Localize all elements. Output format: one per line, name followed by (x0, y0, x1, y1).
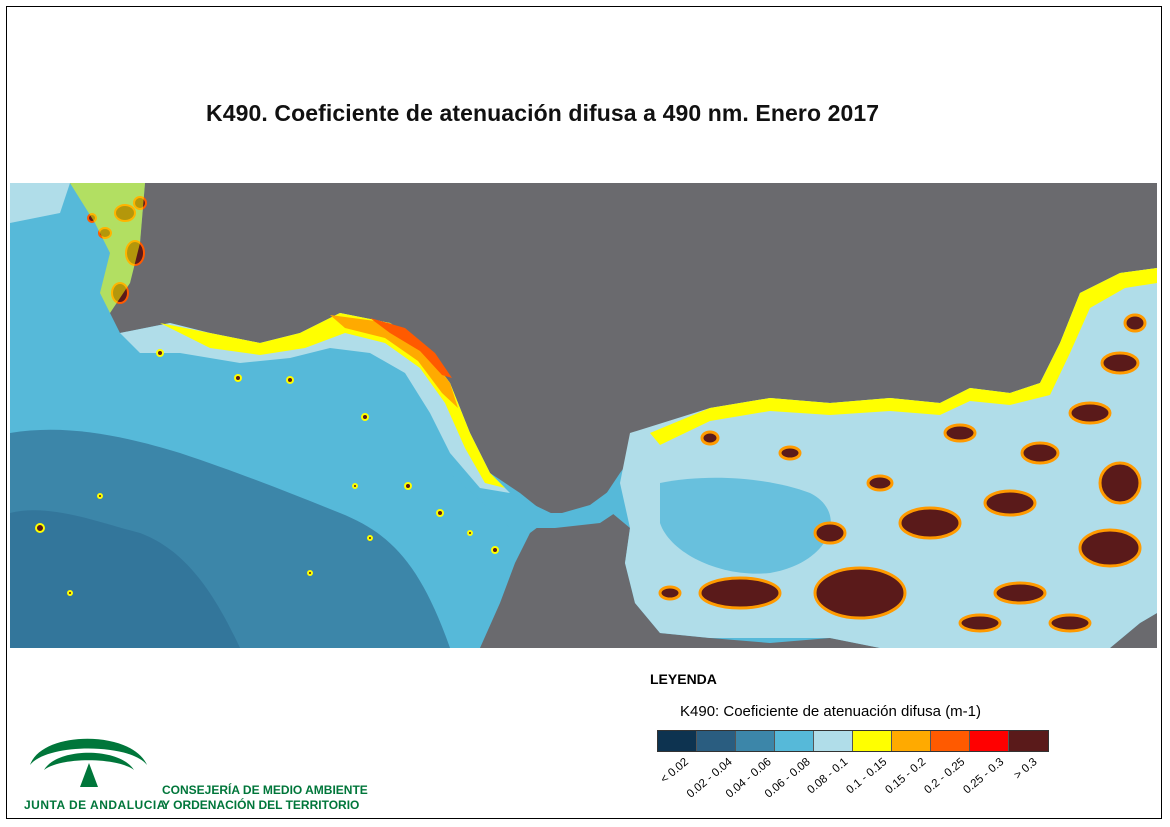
alboran-hotspots (658, 313, 1147, 633)
legend-label-6: 0.15 - 0.2 (883, 756, 929, 797)
agency-name-line1: CONSEJERÍA DE MEDIO AMBIENTE (162, 783, 368, 797)
legend-swatch-4 (814, 731, 853, 751)
legend-swatch-1 (697, 731, 736, 751)
alboran-gyre (660, 477, 831, 574)
junta-andalucia-logo (22, 725, 157, 813)
legend-label-0: < 0.02 (658, 756, 691, 786)
african-land-west (480, 503, 880, 648)
legend-swatch-9 (1009, 731, 1048, 751)
legend-swatch-2 (736, 731, 775, 751)
legend-swatch-8 (970, 731, 1009, 751)
atlantic-shelf (10, 183, 70, 223)
legend-label-7: 0.2 - 0.25 (922, 756, 968, 797)
alboran-coastal-turbid (650, 268, 1157, 445)
legend-label-9: > 0.3 (1012, 756, 1041, 782)
k490-map (10, 183, 1157, 648)
legend-swatch-6 (892, 731, 931, 751)
map-svg (10, 183, 1157, 648)
legend-heading: LEYENDA (650, 671, 717, 687)
legend-labels: < 0.02 0.02 - 0.04 0.04 - 0.06 0.06 - 0.08 0… (657, 752, 1057, 812)
logo-text: JUNTA DE ANDALUCIA (24, 798, 166, 812)
logo-emblem (30, 738, 147, 787)
legend-subtitle: K490: Coeficiente de atenuación difusa (… (680, 703, 982, 720)
legend-swatch-7 (931, 731, 970, 751)
agency-name: CONSEJERÍA DE MEDIO AMBIENTE Y ORDENACIÓ… (162, 783, 368, 813)
deep-ocean-area (10, 510, 240, 648)
page-frame (6, 6, 1162, 819)
coastal-peak-band (370, 318, 452, 378)
legend-color-bar (657, 730, 1049, 752)
legend-label-8: 0.25 - 0.3 (961, 756, 1007, 797)
legend-label-4: 0.08 - 0.1 (805, 756, 851, 797)
scattered-dots (35, 349, 499, 596)
agency-name-line2: Y ORDENACIÓN DEL TERRITORIO (162, 798, 360, 812)
african-land-east (1110, 613, 1157, 648)
legend-label-5: 0.1 - 0.15 (844, 756, 890, 797)
iberian-land (110, 183, 1157, 513)
legend-swatch-3 (775, 731, 814, 751)
legend-swatch-5 (853, 731, 892, 751)
page-title: K490. Coeficiente de atenuación difusa a… (206, 100, 880, 126)
legend-swatch-0 (658, 731, 697, 751)
west-coast-turbid (70, 183, 145, 313)
